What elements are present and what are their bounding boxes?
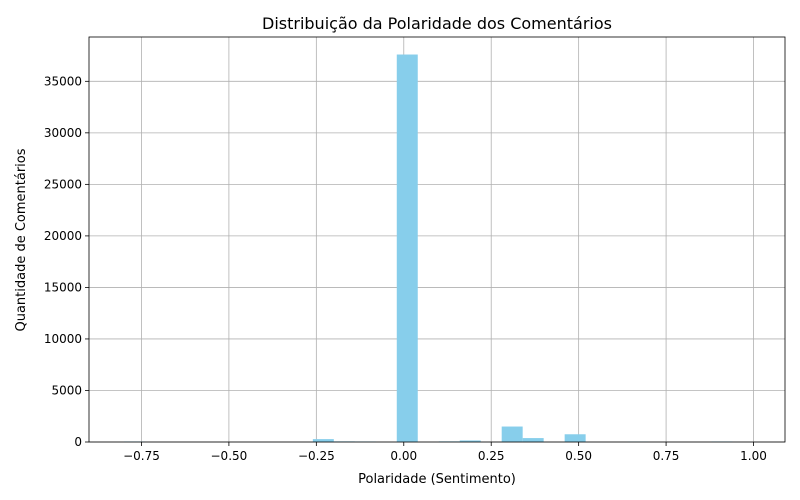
- y-tick-label: 5000: [51, 383, 82, 397]
- x-tick-label: 0.50: [565, 449, 592, 463]
- x-tick-label: 0.25: [478, 449, 505, 463]
- histogram-bar-7: [501, 426, 523, 442]
- x-tick-label: −0.25: [298, 449, 335, 463]
- y-tick-label: 30000: [44, 126, 82, 140]
- histogram-bar-9: [564, 434, 586, 442]
- y-tick-label: 25000: [44, 177, 82, 191]
- y-tick-label: 35000: [44, 74, 82, 88]
- histogram-bar-1: [312, 439, 334, 442]
- y-tick-label: 0: [74, 435, 82, 449]
- x-tick-label: 0.75: [653, 449, 680, 463]
- histogram-bar-6: [459, 440, 481, 442]
- x-tick-label: 0.00: [390, 449, 417, 463]
- y-tick-label: 10000: [44, 332, 82, 346]
- histogram-bar-8: [522, 438, 544, 442]
- histogram-bars: [123, 54, 733, 443]
- chart-title: Distribuição da Polaridade dos Comentári…: [262, 14, 612, 33]
- axes-frame: [88, 36, 786, 443]
- axis-ticks: −0.75 −0.50 −0.25 0.00 0.25 0.50 0.75 1.00 0 5000…: [44, 74, 767, 463]
- grid-lines: [89, 37, 785, 443]
- x-tick-label: −0.75: [123, 449, 160, 463]
- y-tick-label: 15000: [44, 280, 82, 294]
- x-axis-label: Polaridade (Sentimento): [358, 472, 516, 487]
- y-axis-label: Quantidade de Comentários: [14, 148, 29, 331]
- x-tick-label: −0.50: [211, 449, 248, 463]
- x-tick-label: 1.00: [740, 449, 767, 463]
- histogram-bar-4: [396, 54, 418, 443]
- y-tick-label: 20000: [44, 229, 82, 243]
